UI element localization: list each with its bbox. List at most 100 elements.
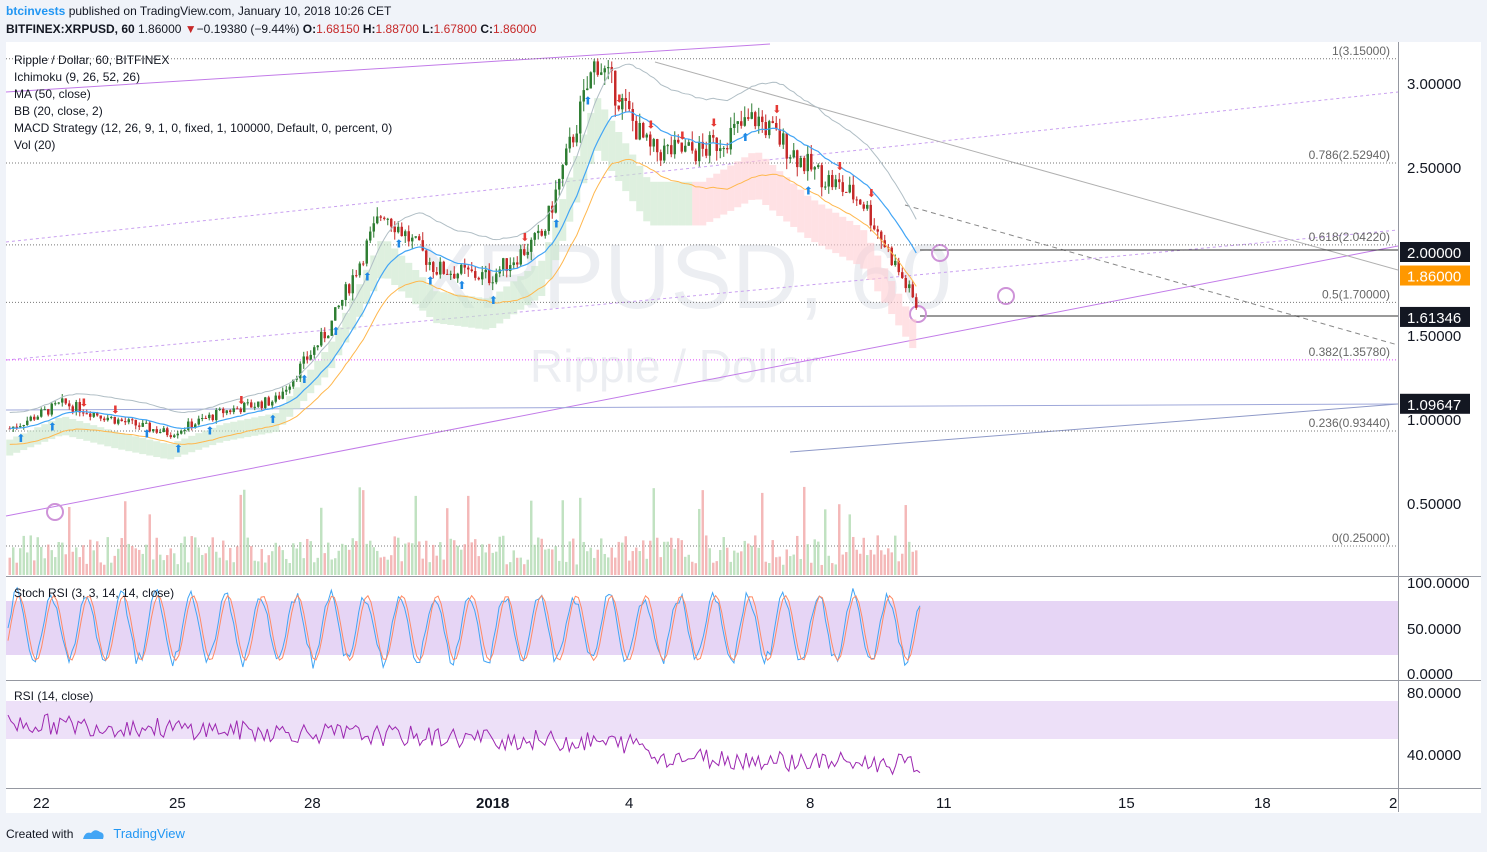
legend-macd[interactable]: MACD Strategy (12, 26, 9, 1, 0, fixed, 1… [14,121,392,135]
cloud-segment [517,276,525,310]
volume-bar [873,554,876,575]
candle-body [33,416,36,420]
price-label: 2.50000 [1407,160,1461,177]
volume-bar [173,553,176,575]
price-tags: 2.00000 1.86000 1.61346 1.09647 [1400,242,1470,414]
volume-bar [295,548,298,575]
volume-bar [579,497,582,575]
legend-ichimoku[interactable]: Ichimoku (9, 26, 52, 26) [14,70,140,84]
fib-level-label: 1(3.15000) [1332,44,1390,58]
volume-bar [698,508,701,575]
volume-bar [428,562,431,575]
tradingview-link[interactable]: TradingView [113,826,185,841]
indicator-legend[interactable]: Ripple / Dollar, 60, BITFINEX Ichimoku (… [14,53,392,152]
volume-bar [124,501,127,575]
legend-bb[interactable]: BB (20, close, 2) [14,104,103,118]
time-axis[interactable] [6,789,1481,813]
candle-body [383,217,386,219]
legend-ma[interactable]: MA (50, close) [14,87,91,101]
candle-body [477,277,480,280]
cloud-segment [118,433,126,450]
cloud-segment [461,295,469,327]
footer: Created with TradingView [6,826,185,841]
volume-bar [264,562,267,575]
volume-bar [603,553,606,575]
created-with-text: Created with [6,826,74,841]
candle-body [582,90,585,102]
candle-body [876,229,879,232]
candle-body [859,199,862,205]
candle-body [491,282,494,284]
cloud-segment [503,286,511,319]
volume-bar [12,547,15,575]
sell-arrow-icon: ⬇ [709,118,718,130]
candle-body [848,184,851,193]
candle-body [771,121,774,124]
cloud-segment [265,414,273,434]
candle-body [12,426,15,429]
volume-bar [36,537,39,575]
cloud-segment [713,173,721,219]
main-pane[interactable] [6,42,1398,576]
volume-bar [26,552,29,575]
cloud-segment [258,416,266,435]
cloud-segment [48,421,56,440]
volume-bar [348,549,351,575]
volume-bar [22,535,25,575]
price-axis[interactable] [1399,42,1481,788]
candle-body [824,186,827,188]
volume-bar [446,508,449,575]
candle-body [463,264,466,268]
symbol-info: BITFINEX:XRPUSD, 60 1.86000 ▼−0.19380 (−… [6,22,536,36]
oscillator-lines [7,586,921,776]
candle-body [54,403,57,405]
candle-body [624,98,627,101]
candle-body [680,142,683,152]
candle-body [215,409,218,421]
volume-bar [785,549,788,575]
volume-bar [519,557,522,575]
candle-body [715,137,718,151]
price-label: 3.00000 [1407,76,1461,93]
candle-body [57,402,60,404]
candle-body [764,122,767,136]
rsi-axis-label: 40.0000 [1407,747,1461,764]
volume-bar [866,555,869,575]
candle-body [691,142,694,151]
volume-bar [390,555,393,575]
candle-body [400,226,403,237]
volume-bar [621,542,624,575]
volume-bar [449,538,452,575]
candle-body [274,395,277,402]
candle-body [292,379,295,387]
cloud-segment [881,268,889,303]
candle-body [197,418,200,425]
candle-body [572,136,575,143]
stoch-d-line [7,594,921,662]
volume-bar [47,544,50,575]
candle-body [638,123,641,140]
cloud-segment [475,297,483,329]
candle-body [649,134,652,147]
legend-vol[interactable]: Vol (20) [14,138,55,152]
candle-body [232,408,235,413]
candle-body [379,216,382,218]
candle-body [729,127,732,150]
volume-bar [505,564,508,575]
strategy-signals: ⬆ ⬆ ⬇ ⬇ ⬆ ⬆ ⬆ ⬇ ⬆ ⬆ ⬆ ⬆ ⬆ ⬆ ⬆ ⬆ ⬇ ⬆ ⬆ ⬇ ⬇ ⬇ ⬇ ⬆ ⬇ ⬆ ⬇ ⬇ [16,93,876,455]
volume-bar [236,546,239,575]
candle-body [806,153,809,172]
volume-bar [586,551,589,575]
volume-bar [257,561,260,575]
legend-symbol[interactable]: Ripple / Dollar, 60, BITFINEX [14,53,169,67]
candle-body [736,121,739,124]
tradingview-logo-icon [83,829,104,839]
rsi-legend[interactable]: RSI (14, close) [14,689,93,703]
publisher-name[interactable]: btcinvests [6,4,66,18]
volume-bar [820,564,823,575]
volume-bar [407,542,410,575]
cloud-segment [153,441,161,458]
stoch-legend[interactable]: Stoch RSI (3, 3, 14, 14, close) [14,586,174,600]
cloud-segment [244,418,252,438]
